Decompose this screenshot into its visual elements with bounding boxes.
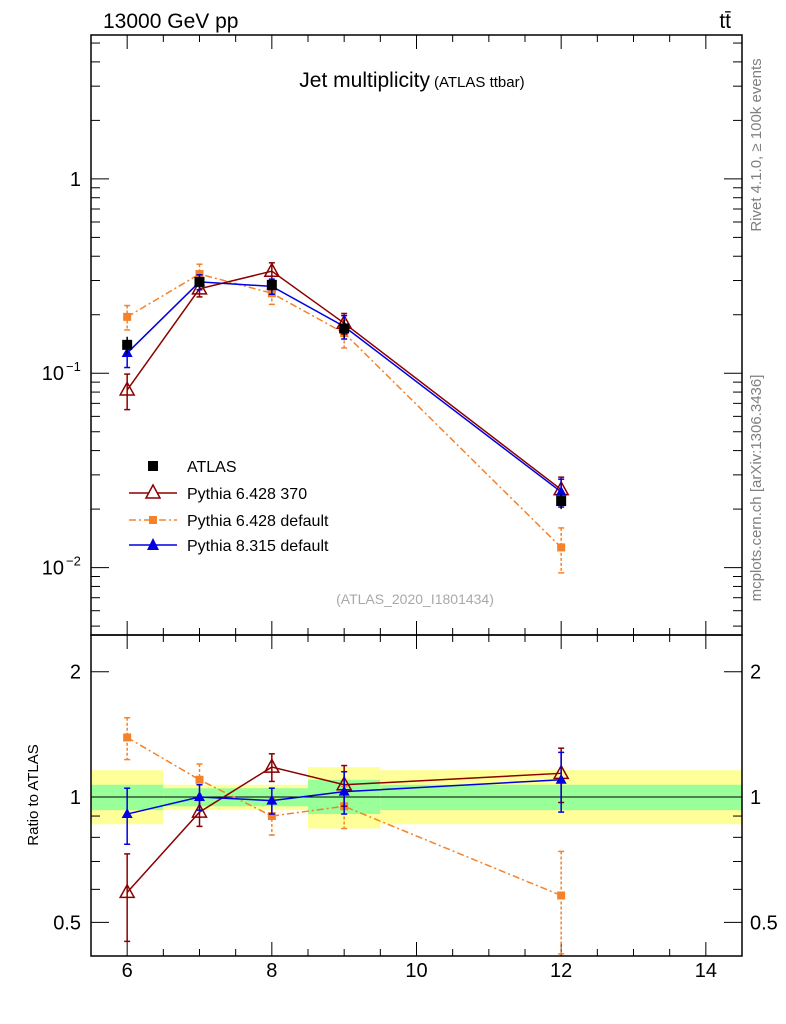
atlas-point bbox=[194, 276, 205, 287]
pythia-8-315-default-point bbox=[266, 794, 278, 805]
legend-pythia6-default-marker bbox=[149, 516, 157, 524]
legend-atlas-marker bbox=[148, 461, 158, 471]
main-y-tick-exponent: −2 bbox=[66, 554, 81, 569]
x-tick-label: 8 bbox=[266, 960, 277, 982]
pythia-8-315-default-point bbox=[555, 773, 567, 784]
ratio-series bbox=[118, 717, 570, 955]
legend-pythia8-default-marker bbox=[147, 538, 159, 550]
x-tick-label: 6 bbox=[122, 960, 133, 982]
pythia-6-428-default-point bbox=[123, 733, 132, 742]
pythia-8-315-default-point bbox=[338, 785, 350, 796]
pythia-6-428-default-point bbox=[557, 891, 566, 900]
atlas-point bbox=[266, 279, 277, 290]
pythia-6-428-default-point bbox=[195, 270, 204, 279]
axis-ticks bbox=[90, 35, 743, 956]
main-y-tick-label: 1 bbox=[70, 169, 81, 191]
atlas-point bbox=[556, 496, 567, 507]
chart-subtitle: (ATLAS ttbar) bbox=[434, 74, 525, 91]
legend-pythia6-default-label: Pythia 6.428 default bbox=[187, 513, 329, 530]
ratio-uncertainty-bands bbox=[91, 767, 742, 829]
analysis-watermark: (ATLAS_2020_I1801434) bbox=[336, 591, 494, 607]
x-tick-label: 10 bbox=[405, 960, 427, 982]
chart-title: Jet multiplicity bbox=[299, 69, 430, 92]
legend-pythia6-370-marker bbox=[144, 483, 162, 499]
pythia-6-428-default-point bbox=[557, 543, 566, 552]
pythia-6-428-370-point bbox=[191, 279, 208, 295]
main-y-tick-label: 10 bbox=[42, 558, 64, 580]
main-y-tick-exponent: −1 bbox=[66, 359, 81, 374]
ratio-series-pythia-8-315-default bbox=[121, 751, 567, 846]
pythia-6-428-default-point bbox=[267, 812, 276, 821]
process-label: tt̄ bbox=[719, 10, 731, 33]
ratio-ylabel: Ratio to ATLAS bbox=[25, 744, 42, 845]
legend-pythia6-370-label: Pythia 6.428 370 bbox=[187, 486, 307, 503]
ratio-y-tick-label-right: 0.5 bbox=[750, 912, 778, 934]
rivet-version-label: Rivet 4.1.0, ≥ 100k events bbox=[748, 58, 765, 231]
ratio-y-tick-label-left: 2 bbox=[70, 662, 81, 684]
ratio-y-tick-label-left: 1 bbox=[70, 787, 81, 809]
ratio-y-tick-label-right: 2 bbox=[750, 662, 761, 684]
main-series-atlas bbox=[122, 276, 567, 510]
pythia-6-428-370-point bbox=[263, 262, 281, 277]
pythia-6-428-370-point bbox=[118, 883, 136, 899]
pythia-6-428-default-line bbox=[126, 736, 562, 897]
legend: ATLAS Pythia 6.428 370 Pythia 6.428 defa… bbox=[129, 459, 329, 555]
pythia-8-315-default-point bbox=[194, 791, 205, 801]
ratio-y-tick-label-left: 0.5 bbox=[53, 912, 81, 934]
atlas-point bbox=[339, 323, 350, 334]
energy-label: 13000 GeV pp bbox=[103, 10, 238, 33]
main-series bbox=[118, 262, 570, 574]
pythia-6-428-370-line bbox=[126, 270, 562, 491]
pythia-6-428-default-line bbox=[126, 273, 562, 548]
pythia-6-428-370-point bbox=[118, 380, 136, 396]
ratio-y-tick-label-right: 1 bbox=[750, 787, 761, 809]
x-tick-label: 12 bbox=[550, 960, 572, 982]
pythia-8-315-default-point bbox=[555, 486, 567, 496]
ratio-series-pythia-6-428-default bbox=[123, 717, 566, 955]
x-tick-label: 14 bbox=[695, 960, 717, 982]
source-label: mcplots.cern.ch [arXiv:1306.3436] bbox=[748, 375, 765, 602]
pythia-6-428-default-point bbox=[195, 775, 204, 784]
pythia-8-315-default-point bbox=[121, 808, 133, 819]
main-y-tick-label: 10 bbox=[42, 363, 64, 385]
atlas-point bbox=[122, 339, 133, 350]
pythia-6-428-370-point bbox=[263, 757, 281, 773]
legend-pythia8-default-label: Pythia 8.315 default bbox=[187, 538, 329, 555]
pythia-6-428-370-point bbox=[191, 802, 208, 818]
legend-atlas-label: ATLAS bbox=[187, 459, 237, 476]
pythia-6-428-default-point bbox=[123, 312, 132, 321]
